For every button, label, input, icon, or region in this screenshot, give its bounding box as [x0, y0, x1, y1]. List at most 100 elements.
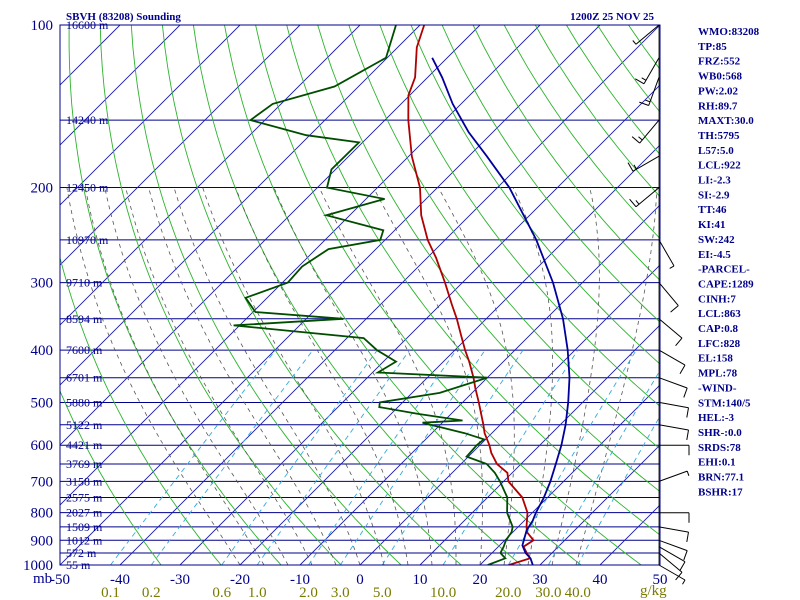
height-label: 6701 m — [66, 371, 103, 385]
dry-adiabat — [60, 389, 162, 565]
temperature-tick-label: -10 — [290, 572, 310, 588]
moist-adiabat — [438, 187, 515, 565]
mixing-ratio-line — [110, 349, 276, 565]
dry-adiabat — [130, 25, 402, 565]
pressure-tick-label: 700 — [31, 474, 54, 490]
dry-adiabat — [161, 25, 462, 565]
stat-item: HEL:-3 — [698, 412, 735, 424]
pressure-tick-label: 800 — [31, 506, 54, 522]
mixing-ratio-line — [221, 349, 378, 565]
mixing-ratio-line — [442, 349, 579, 565]
stat-item: BRN:77.1 — [698, 472, 744, 484]
temperature-tick-label: -40 — [110, 572, 130, 588]
height-label: 572 m — [66, 546, 97, 560]
stat-item: -PARCEL- — [698, 264, 750, 276]
temperature-tick-label: 10 — [413, 572, 428, 588]
temperature-tick-label: 0 — [356, 572, 364, 588]
wind-barb — [635, 57, 660, 85]
wind-barb — [658, 377, 688, 398]
wind-barb — [658, 564, 686, 585]
isotherm — [419, 324, 660, 565]
mixing-ratio-line — [548, 369, 660, 565]
height-label: 10970 m — [66, 233, 109, 247]
isotherm — [60, 25, 361, 326]
stat-item: CAPE:1289 — [698, 278, 754, 290]
dry-adiabat — [60, 256, 222, 565]
stat-item: SW:242 — [698, 234, 735, 246]
mixing-ratio-tick-label: 0.1 — [101, 585, 120, 600]
stat-item: -WIND- — [698, 382, 737, 394]
dewpoint-line — [233, 25, 514, 565]
pressure-tick-label: 1000 — [23, 558, 53, 574]
isotherm — [60, 25, 541, 506]
plot-frame — [59, 24, 661, 566]
isotherm — [239, 144, 660, 565]
wind-barb — [658, 282, 679, 313]
mixing-ratio-tick-label: 3.0 — [331, 585, 350, 600]
wind-barbs — [627, 24, 690, 585]
temperature-tick-label: -50 — [50, 572, 70, 588]
plot-background — [60, 25, 660, 565]
mixing-ratio-tick-label: 0.2 — [142, 585, 161, 600]
height-label: 55 m — [66, 558, 91, 572]
stat-item: WB0:568 — [698, 71, 743, 83]
moist-adiabat — [173, 187, 361, 565]
temperature-tick-label: -30 — [170, 572, 190, 588]
moist-adiabat — [84, 187, 265, 565]
pressure-tick-label: 900 — [31, 533, 54, 549]
wind-barb — [658, 239, 675, 269]
stat-item: EL:158 — [698, 353, 733, 365]
stat-item: WMO:83208 — [698, 26, 760, 38]
moist-adiabat — [512, 187, 553, 565]
mixing-ratio-line — [577, 415, 660, 565]
wind-barb — [627, 155, 660, 172]
dry-adiabat — [99, 25, 342, 565]
height-label: 4421 m — [66, 438, 103, 452]
stat-item: CINH:7 — [698, 293, 736, 305]
chart-title-left: SBVH (83208) Sounding — [66, 11, 181, 23]
wind-barb — [658, 349, 686, 375]
wind-barb — [658, 546, 686, 571]
wind-barb — [658, 401, 689, 418]
mixing-ratio-line — [308, 349, 457, 565]
dry-adiabat — [441, 25, 660, 323]
pressure-tick-label: 500 — [31, 395, 54, 411]
stat-item: MAXT:30.0 — [698, 115, 754, 127]
stat-item: FRZ:552 — [698, 56, 741, 68]
stat-item: STM:140/5 — [698, 397, 751, 409]
stat-item: LFC:828 — [698, 338, 741, 350]
isotherm — [119, 25, 660, 565]
isotherm — [60, 25, 301, 266]
stat-item: TH:5795 — [698, 130, 740, 142]
pressure-tick-label: 300 — [31, 276, 54, 292]
temperature-tick-label: -20 — [230, 572, 250, 588]
stat-item: PW:2.02 — [698, 85, 739, 97]
height-label: 9710 m — [66, 276, 103, 290]
wind-barb — [658, 539, 688, 561]
dry-adiabat — [410, 25, 660, 365]
wind-barb — [631, 119, 660, 144]
wind-barb — [658, 470, 690, 482]
height-label: 3158 m — [66, 474, 103, 488]
moist-adiabat — [148, 187, 337, 565]
stat-item: EHI:0.1 — [698, 457, 736, 469]
mixing-ratio-line — [507, 349, 637, 565]
moist-adiabat — [202, 187, 385, 565]
moist-adiabat — [125, 187, 313, 565]
stat-item: RH:89.7 — [698, 100, 738, 112]
height-label: 12450 m — [66, 181, 109, 195]
mixing-ratio-tick-label: 1.0 — [248, 585, 267, 600]
stat-item: SI:-2.9 — [698, 189, 730, 201]
isotherm — [539, 444, 660, 565]
dry-adiabat — [348, 25, 660, 450]
grid-lines — [60, 25, 660, 565]
stat-item: CAP:0.8 — [698, 323, 739, 335]
height-label: 5122 m — [66, 418, 103, 432]
height-label: 2575 m — [66, 491, 103, 505]
height-label: 8594 m — [66, 312, 103, 326]
wind-barb — [658, 424, 689, 440]
pressure-tick-label: 100 — [31, 18, 54, 34]
wind-barb — [632, 24, 660, 45]
mixing-ratio-unit-label: g/kg — [640, 583, 667, 599]
